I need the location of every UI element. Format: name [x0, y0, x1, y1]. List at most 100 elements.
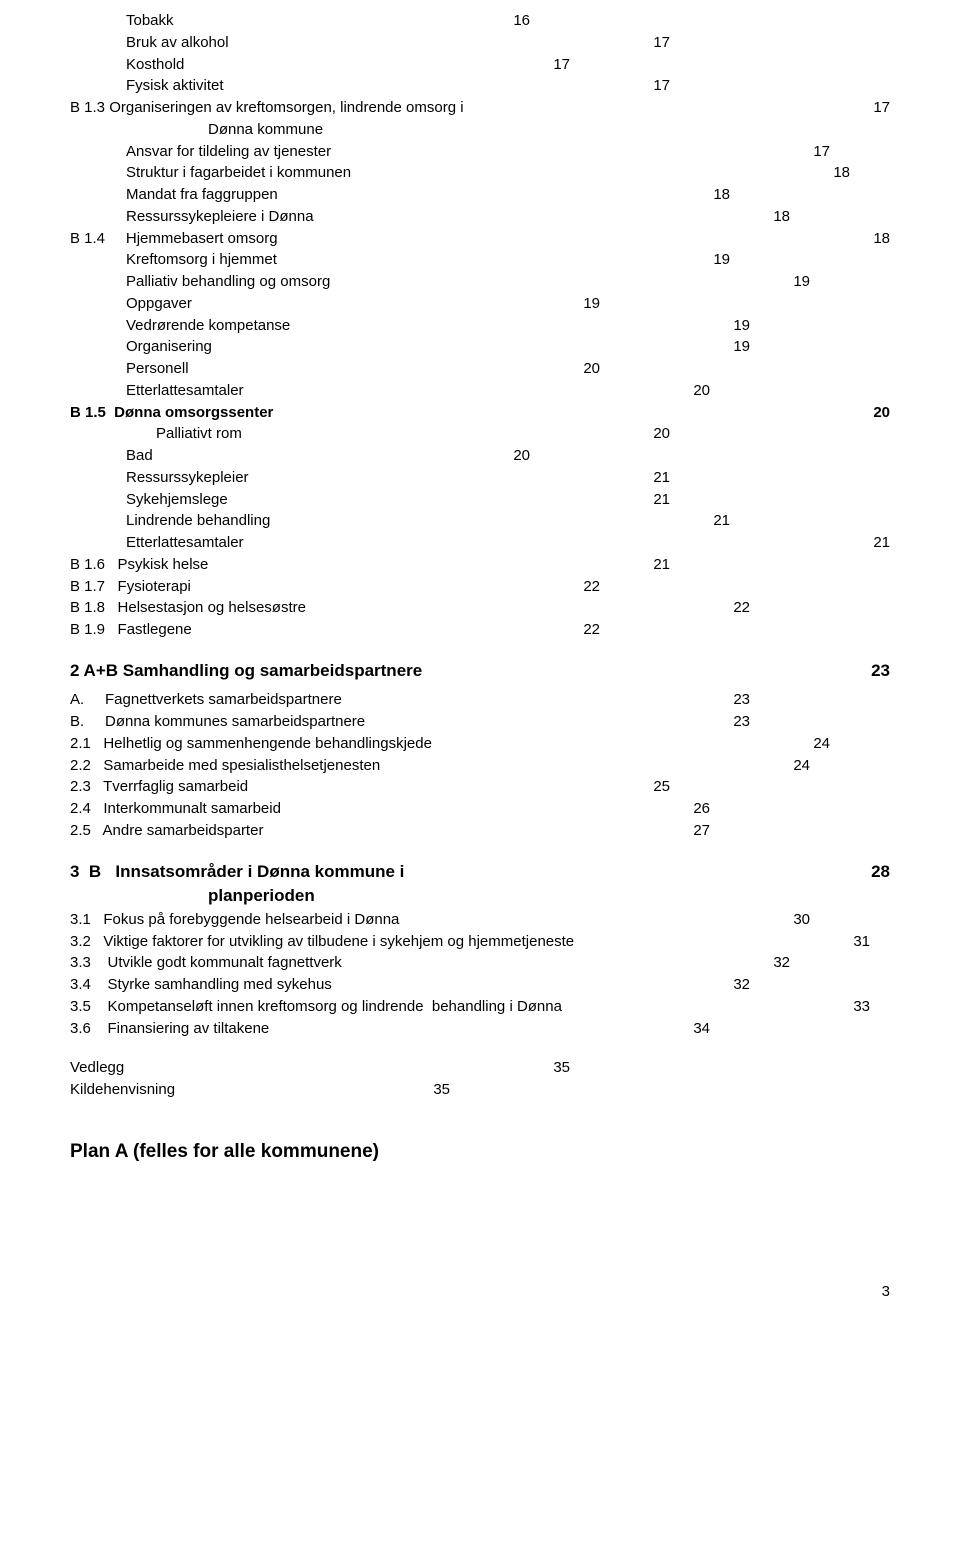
document-page: Tobakk 16 Bruk av alkohol 17 Kosthold 17… — [0, 0, 960, 1340]
toc-label: 3.1 Fokus på forebyggende helsearbeid i … — [70, 909, 399, 931]
toc-page: 20 — [693, 380, 710, 402]
toc-entry: 2.1 Helhetlig og sammenhengende behandli… — [70, 733, 890, 755]
toc-entry: Organisering19 — [70, 336, 890, 358]
toc-page: 16 — [513, 10, 530, 32]
toc-label: Etterlattesamtaler — [126, 380, 244, 402]
toc-page: 19 — [733, 336, 750, 358]
toc-entry: Fysisk aktivitet 17 — [70, 75, 890, 97]
toc-page: 22 — [583, 576, 600, 598]
toc-label: Sykehjemslege — [126, 489, 228, 511]
toc-entry: Mandat fra faggruppen 18 — [70, 184, 890, 206]
toc-entry: 3.2 Viktige faktorer for utvikling av ti… — [70, 931, 890, 953]
toc-entry: 3.1 Fokus på forebyggende helsearbeid i … — [70, 909, 890, 931]
toc-label: 2.1 Helhetlig og sammenhengende behandli… — [70, 733, 432, 755]
toc-page: 19 — [713, 249, 730, 271]
toc-page: 18 — [873, 228, 890, 250]
toc-page: 26 — [693, 798, 710, 820]
toc-label: 2.4 Interkommunalt samarbeid — [70, 798, 281, 820]
toc-subhead: Dønna kommune — [70, 119, 890, 141]
toc-entry: Kildehenvisning 35 — [70, 1079, 890, 1101]
toc-label: Etterlattesamtaler — [126, 532, 244, 554]
toc-label: Ressurssykepleier — [126, 467, 249, 489]
toc-page: 32 — [733, 974, 750, 996]
toc-page: 17 — [813, 141, 830, 163]
toc-page: 22 — [583, 619, 600, 641]
toc-section-head: 3 B Innsatsområder i Dønna kommune i 28 — [70, 860, 890, 885]
toc-page: 21 — [653, 489, 670, 511]
toc-entry: B 1.6 Psykisk helse21 — [70, 554, 890, 576]
toc-page: 31 — [853, 931, 870, 953]
toc-page: 17 — [653, 32, 670, 54]
toc-page: 35 — [433, 1079, 450, 1101]
toc-label: Oppgaver — [126, 293, 192, 315]
toc-label: B 1.7 Fysioterapi — [70, 576, 191, 598]
toc-entry: B 1.7 Fysioterapi 22 — [70, 576, 890, 598]
toc-page: 20 — [583, 358, 600, 380]
toc-label: B 1.9 Fastlegene — [70, 619, 192, 641]
toc-entry: A. Fagnettverkets samarbeidspartnere 23 — [70, 689, 890, 711]
toc-page: 19 — [583, 293, 600, 315]
toc-page: 23 — [733, 689, 750, 711]
toc-page: 21 — [873, 532, 890, 554]
toc-entry: B 1.8 Helsestasjon og helsesøstre 22 — [70, 597, 890, 619]
toc-page: 21 — [653, 554, 670, 576]
toc-entry: B. Dønna kommunes samarbeidspartnere23 — [70, 711, 890, 733]
toc-section-head: 2 A+B Samhandling og samarbeidspartnere … — [70, 659, 890, 684]
toc-entry: Kosthold 17 — [70, 54, 890, 76]
toc-label: 3.5 Kompetanseløft innen kreftomsorg og … — [70, 996, 562, 1018]
toc-label: Bruk av alkohol — [126, 32, 229, 54]
toc-page: 35 — [553, 1057, 570, 1079]
toc-page: 23 — [871, 659, 890, 684]
toc-page: 20 — [653, 423, 670, 445]
toc-entry: Palliativ behandling og omsorg19 — [70, 271, 890, 293]
toc-entry: Oppgaver 19 — [70, 293, 890, 315]
toc-label: 3.2 Viktige faktorer for utvikling av ti… — [70, 931, 574, 953]
plan-a-label: Plan A (felles for alle kommunene) — [70, 1141, 379, 1162]
toc-page: 17 — [653, 75, 670, 97]
toc-page: 27 — [693, 820, 710, 842]
toc-label: A. Fagnettverkets samarbeidspartnere — [70, 689, 342, 711]
toc-subhead: planperioden — [70, 884, 890, 909]
toc-label: Kosthold — [126, 54, 184, 76]
toc-entry: Kreftomsorg i hjemmet 19 — [70, 249, 890, 271]
toc-page: 33 — [853, 996, 870, 1018]
toc-label: B 1.8 Helsestasjon og helsesøstre — [70, 597, 306, 619]
toc-entry: Ansvar for tildeling av tjenester 17 — [70, 141, 890, 163]
toc-entry: Ressurssykepleiere i Dønna 18 — [70, 206, 890, 228]
toc-label: 2.5 Andre samarbeidsparter — [70, 820, 263, 842]
toc-page: 34 — [693, 1018, 710, 1040]
toc-entry: Etterlattesamtaler 20 — [70, 380, 890, 402]
toc-entry: 2.4 Interkommunalt samarbeid 26 — [70, 798, 890, 820]
toc-label: Mandat fra faggruppen — [126, 184, 278, 206]
toc-entry: 3.4 Styrke samhandling med sykehus 32 — [70, 974, 890, 996]
toc-label: Fysisk aktivitet — [126, 75, 224, 97]
toc-label: Personell — [126, 358, 189, 380]
toc-section-head: B 1.4 Hjemmebasert omsorg 18 — [70, 228, 890, 250]
toc-page: 18 — [713, 184, 730, 206]
toc-label: Bad — [126, 445, 153, 467]
toc-page: 32 — [773, 952, 790, 974]
toc-label: 3.4 Styrke samhandling med sykehus — [70, 974, 332, 996]
toc-page: 17 — [873, 97, 890, 119]
toc-entry: Vedlegg35 — [70, 1057, 890, 1079]
toc-page: 22 — [733, 597, 750, 619]
toc-entry: Bad 20 — [70, 445, 890, 467]
toc-page: 20 — [513, 445, 530, 467]
toc-label: Kildehenvisning — [70, 1079, 175, 1101]
toc-page: 19 — [733, 315, 750, 337]
toc-entry: Lindrende behandling21 — [70, 510, 890, 532]
toc-label: 3.3 Utvikle godt kommunalt fagnettverk — [70, 952, 342, 974]
toc-label: 3.6 Finansiering av tiltakene — [70, 1018, 269, 1040]
toc-entry: Bruk av alkohol 17 — [70, 32, 890, 54]
toc-label: planperioden — [208, 884, 315, 909]
toc-page: 21 — [713, 510, 730, 532]
toc-label: 2.2 Samarbeide med spesialisthelsetjenes… — [70, 755, 380, 777]
toc-label: Vedrørende kompetanse — [126, 315, 290, 337]
toc-entry: 2.5 Andre samarbeidsparter 27 — [70, 820, 890, 842]
toc-label: Kreftomsorg i hjemmet — [126, 249, 277, 271]
toc-entry: 3.6 Finansiering av tiltakene 34 — [70, 1018, 890, 1040]
toc-entry: Ressurssykepleier21 — [70, 467, 890, 489]
toc-page: 20 — [873, 402, 890, 424]
toc-page: 24 — [813, 733, 830, 755]
toc-entry: Struktur i fagarbeidet i kommunen 18 — [70, 162, 890, 184]
